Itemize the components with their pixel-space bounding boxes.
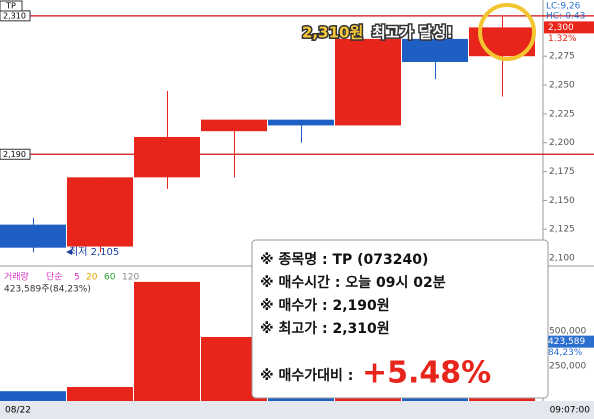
- candle-body: [402, 38, 468, 62]
- info-result-value: +5.48%: [362, 356, 491, 391]
- info-line: ※ 최고가 : 2,310원: [260, 321, 390, 337]
- y-tick-label: 2,175: [549, 167, 575, 177]
- last-volume-ratio: 84,23%: [548, 348, 583, 358]
- info-line: ※ 매수가 : 2,190원: [260, 298, 390, 314]
- y-tick-label: 2,100: [549, 254, 575, 264]
- candle-body: [268, 119, 334, 126]
- y-tick-label: 2,200: [549, 138, 575, 148]
- info-line: ※ 종목명 : TP (073240): [260, 251, 428, 268]
- volume-title: 거래량: [4, 271, 29, 283]
- last-price-label: 2,300: [548, 23, 574, 33]
- x-start-label: 08/22: [5, 406, 31, 416]
- y-tick-label: 250,000: [549, 361, 586, 371]
- hc-label: HC:-0.43: [546, 12, 585, 22]
- volume-legend-item: 5: [74, 273, 80, 283]
- candle-body: [134, 136, 200, 178]
- x-end-label: 09:07:00: [550, 406, 591, 416]
- info-result-label: ※ 매수가대비 :: [260, 368, 353, 384]
- info-lines: ※ 종목명 : TP (073240) ※ 매수시간 : 오늘 09시 02분 ※ …: [260, 251, 446, 337]
- y-tick-label: 2,125: [549, 225, 575, 235]
- candle-body: [0, 224, 66, 248]
- y-tick-label: 2,225: [549, 109, 575, 119]
- volume-legend-item: 20: [86, 273, 98, 283]
- volume-legend-item: 60: [104, 273, 116, 283]
- title-box: [0, 0, 23, 12]
- volume-bar: [67, 386, 133, 401]
- chart-title: TP: [5, 2, 16, 11]
- low-label: 최저 2,105: [69, 246, 119, 258]
- annotation-text: 최고가 달성!: [372, 24, 453, 42]
- y-tick-label: 2,150: [549, 196, 575, 206]
- y-tick-label: 2,250: [549, 81, 575, 91]
- reference-tag: [0, 148, 31, 160]
- y-tick-label: 2,275: [549, 52, 575, 62]
- volume-legend-item: 120: [122, 273, 139, 283]
- volume-summary: 423,589주(84,23%): [4, 284, 91, 295]
- volume-bar: [0, 391, 66, 401]
- candle-body: [335, 38, 401, 126]
- info-box: [251, 239, 549, 399]
- x-footer: [0, 401, 594, 419]
- reference-label: 2,190: [3, 150, 26, 159]
- volume-legend-label: 단순: [46, 272, 63, 283]
- lc-label: LC:9,26: [546, 2, 581, 12]
- candle-body: [201, 119, 267, 132]
- info-line: ※ 매수시간 : 오늘 09시 02분: [260, 274, 446, 291]
- low-arrow: [66, 249, 72, 255]
- y-tick-label: 500,000: [549, 326, 586, 336]
- annotation-highlight: 2,310원: [302, 24, 363, 42]
- change-label: 1.32%: [548, 34, 577, 44]
- last-price-tag: [544, 21, 594, 34]
- last-volume-label: 423,589: [548, 337, 585, 347]
- last-volume-tag: [544, 335, 594, 348]
- volume-bar: [134, 281, 200, 401]
- reference-label: 2,310: [3, 11, 26, 20]
- candle-body: [67, 177, 133, 247]
- highlight-ring: [478, 3, 536, 61]
